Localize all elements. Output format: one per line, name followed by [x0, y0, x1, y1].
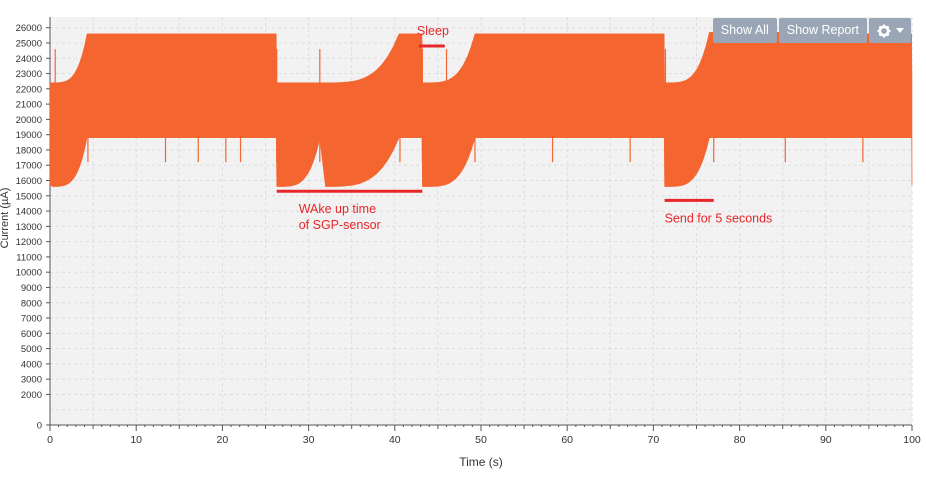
x-tick-label: 30 [303, 434, 315, 446]
settings-menu-button[interactable] [869, 18, 911, 43]
y-tick-label: 22000 [16, 84, 42, 95]
y-tick-label: 6000 [21, 329, 42, 340]
show-report-button[interactable]: Show Report [778, 18, 867, 43]
caret-down-icon [895, 27, 904, 33]
x-tick-label: 50 [475, 434, 487, 446]
annotation-line: Send for 5 seconds [665, 211, 773, 225]
x-tick-label: 90 [820, 434, 832, 446]
y-tick-label: 2000 [21, 390, 42, 401]
y-tick-label: 21000 [16, 100, 42, 111]
y-tick-label: 8000 [21, 298, 42, 309]
x-tick-label: 60 [561, 434, 573, 446]
x-axis-label: Time (s) [459, 455, 503, 469]
series-area [49, 32, 913, 187]
annotation-label: WAke up time of SGP-sensor [299, 202, 381, 232]
x-tick-label: 100 [903, 434, 921, 446]
chart-toolbar: Show All Show Report [712, 18, 911, 43]
y-tick-label: 16000 [16, 176, 42, 187]
x-tick-label: 80 [734, 434, 746, 446]
annotation-line: WAke up time [299, 202, 376, 216]
y-tick-label: 26000 [16, 23, 42, 34]
x-tick-label: 70 [648, 434, 660, 446]
gear-icon [877, 24, 890, 37]
y-tick-label: 9000 [21, 283, 42, 294]
y-tick-label: 13000 [16, 222, 42, 233]
y-axis: 0 2000 3000 4000 5000 6000 7000 8000 9000 10000 11… [16, 17, 51, 432]
y-tick-label: 12000 [16, 237, 42, 248]
y-tick-label: 0 [37, 421, 42, 432]
annotation-label: Send for 5 seconds [665, 211, 773, 225]
y-tick-label: 3000 [21, 375, 42, 386]
y-tick-label: 5000 [21, 344, 42, 355]
y-tick-label: 20000 [16, 115, 42, 126]
x-axis: 0 10 20 30 40 50 60 70 80 90 100 [47, 424, 921, 446]
annotation-layer: Sleep WAke up time of SGP-sensor Send for 5… [276, 24, 773, 232]
x-tick-label: 40 [389, 434, 401, 446]
y-tick-label: 14000 [16, 207, 42, 218]
y-tick-label: 18000 [16, 145, 42, 156]
annotation-line: Sleep [417, 24, 449, 38]
show-all-button[interactable]: Show All [712, 18, 777, 43]
y-tick-label: 23000 [16, 69, 42, 80]
x-tick-label: 20 [217, 434, 229, 446]
y-axis-label: Current (µA) [0, 188, 11, 249]
y-tick-label: 7000 [21, 314, 42, 325]
annotation-line: of SGP-sensor [299, 218, 381, 232]
y-tick-label: 24000 [16, 54, 42, 65]
y-tick-label: 4000 [21, 359, 42, 370]
annotation-label: Sleep [417, 24, 449, 38]
y-tick-label: 11000 [16, 252, 42, 263]
series-layer [49, 32, 913, 187]
y-tick-label: 17000 [16, 161, 42, 172]
y-tick-label: 19000 [16, 130, 42, 141]
x-tick-label: 10 [130, 434, 142, 446]
x-tick-label: 0 [47, 434, 53, 446]
y-tick-label: 15000 [16, 191, 42, 202]
y-tick-label: 10000 [16, 268, 42, 279]
y-tick-label: 25000 [16, 38, 42, 49]
